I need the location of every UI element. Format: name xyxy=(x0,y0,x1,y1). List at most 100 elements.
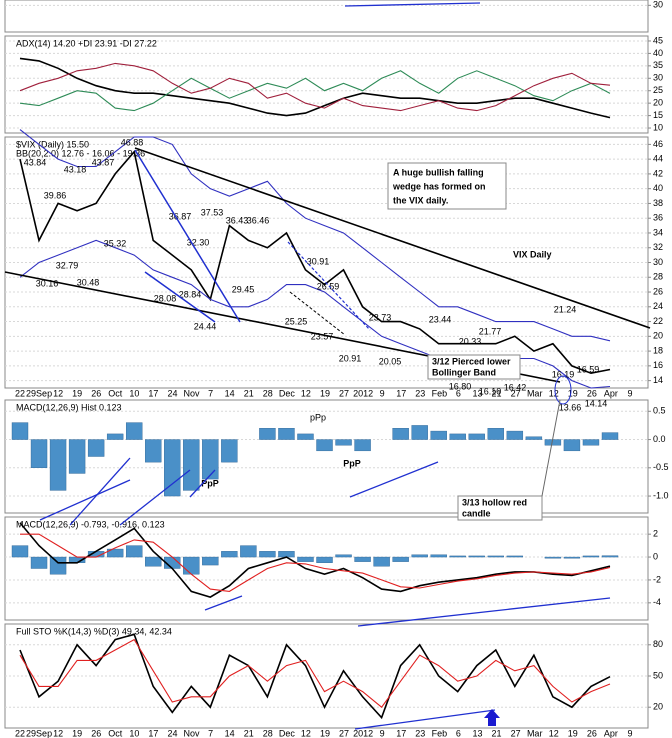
x-tick-label: 29Sep xyxy=(26,728,52,738)
bar xyxy=(506,555,524,558)
x-tick-label: 19 xyxy=(72,728,82,738)
x-tick-label: Apr xyxy=(604,728,618,738)
x-tick-label: Dec xyxy=(279,388,296,398)
x-tick-label: 12 xyxy=(53,728,63,738)
panel-title: MACD(12,26,9) Hist 0.123 xyxy=(16,402,122,412)
y-tick-label: 30 xyxy=(653,73,663,83)
x-tick-label: 2012 xyxy=(353,388,373,398)
x-tick-label: 12 xyxy=(53,388,63,398)
price-label: 43.18 xyxy=(64,164,87,174)
trend-line xyxy=(144,271,216,323)
price-label: 25.25 xyxy=(285,316,308,326)
bar xyxy=(145,556,162,567)
bar xyxy=(335,554,352,558)
ppp-label: PpP xyxy=(343,458,361,468)
bar xyxy=(563,556,581,559)
price-label: 46.88 xyxy=(121,137,144,147)
y-tick-label: 30 xyxy=(653,0,663,10)
x-tick-label: 26 xyxy=(587,728,597,738)
trend-line xyxy=(354,709,496,730)
bar xyxy=(49,556,67,575)
price-label: 29.45 xyxy=(232,284,255,294)
price-label: 16.80 xyxy=(449,381,472,391)
y-tick-label: 45 xyxy=(653,35,663,45)
x-tick-label: Feb xyxy=(432,728,448,738)
panel-subtitle: BB(20,2.0) 12.76 - 16.06 - 19.36 xyxy=(16,148,145,158)
price-label: 43.84 xyxy=(24,157,47,167)
y-tick-label: 20 xyxy=(653,98,663,108)
x-tick-label: 24 xyxy=(167,728,177,738)
bar xyxy=(30,439,48,468)
x-tick-label: 27 xyxy=(511,388,521,398)
x-tick-label: 17 xyxy=(148,728,158,738)
x-tick-label: 9 xyxy=(627,388,632,398)
price-label: 23.44 xyxy=(429,314,452,324)
x-tick-label: 19 xyxy=(320,728,330,738)
y-tick-label: 35 xyxy=(653,60,663,70)
bar xyxy=(106,548,124,558)
ppp-label: PpP xyxy=(201,478,219,488)
series-line xyxy=(20,533,611,592)
y-tick-label: 15 xyxy=(653,110,663,120)
price-label: 20.91 xyxy=(339,353,362,363)
price-label: 30.48 xyxy=(77,277,100,287)
x-tick-label: 12 xyxy=(301,388,311,398)
x-tick-label: 12 xyxy=(549,388,559,398)
x-tick-label: 14 xyxy=(225,728,235,738)
y-tick-label: 50 xyxy=(653,670,663,680)
x-tick-label: 17 xyxy=(396,728,406,738)
x-tick-label: Nov xyxy=(184,388,201,398)
trend-line xyxy=(204,595,243,611)
callout-text: Bollinger Band xyxy=(432,367,496,377)
x-tick-label: 9 xyxy=(380,728,385,738)
x-tick-label: 21 xyxy=(492,728,502,738)
panel-title: MACD(12,26,9) -0.793, -0.916, 0.123 xyxy=(16,519,165,529)
x-tick-label: 22 xyxy=(15,728,25,738)
bar xyxy=(449,433,466,440)
y-tick-label: 26 xyxy=(653,286,663,296)
price-label: 14.14 xyxy=(585,398,608,408)
x-tick-label: 27 xyxy=(511,728,521,738)
trend-line xyxy=(189,469,216,498)
bar xyxy=(297,433,314,440)
trend-line xyxy=(289,291,346,336)
x-tick-label: 26 xyxy=(91,388,101,398)
trend-line xyxy=(357,597,611,627)
x-tick-label: 12 xyxy=(301,728,311,738)
bar xyxy=(30,556,48,569)
x-tick-label: 22 xyxy=(15,388,25,398)
bar xyxy=(506,430,524,440)
trend-line xyxy=(344,2,481,7)
x-tick-label: 26 xyxy=(91,728,101,738)
x-tick-label: Apr xyxy=(604,388,618,398)
y-tick-label: 0.5 xyxy=(653,406,666,416)
trend-line xyxy=(119,469,191,526)
x-tick-label: 13 xyxy=(472,388,482,398)
price-label: 13.66 xyxy=(559,402,582,412)
bar xyxy=(601,555,619,558)
x-tick-label: 21 xyxy=(244,728,254,738)
x-tick-label: 28 xyxy=(263,388,273,398)
series-line xyxy=(19,633,611,720)
panel-frame xyxy=(4,35,649,134)
y-tick-label: 38 xyxy=(653,198,663,208)
callout-text: candle xyxy=(462,508,491,518)
note-text: A huge bullish falling xyxy=(393,167,484,177)
trend-line xyxy=(349,461,439,498)
bar xyxy=(582,555,600,558)
price-label: 23.57 xyxy=(311,331,334,341)
series-line xyxy=(19,129,611,342)
note-text: the VIX daily. xyxy=(393,195,448,205)
x-tick-label: Nov xyxy=(184,728,201,738)
bar xyxy=(430,430,447,440)
bar xyxy=(316,556,333,563)
price-label: 28.84 xyxy=(179,289,202,299)
price-label: 43.87 xyxy=(92,157,115,167)
bar xyxy=(125,422,143,440)
price-label: 28.08 xyxy=(154,293,177,303)
highlight xyxy=(554,375,572,405)
x-tick-label: 13 xyxy=(472,728,482,738)
trend-line xyxy=(134,149,241,323)
callout-text: 3/12 Pierced lower xyxy=(432,356,511,366)
